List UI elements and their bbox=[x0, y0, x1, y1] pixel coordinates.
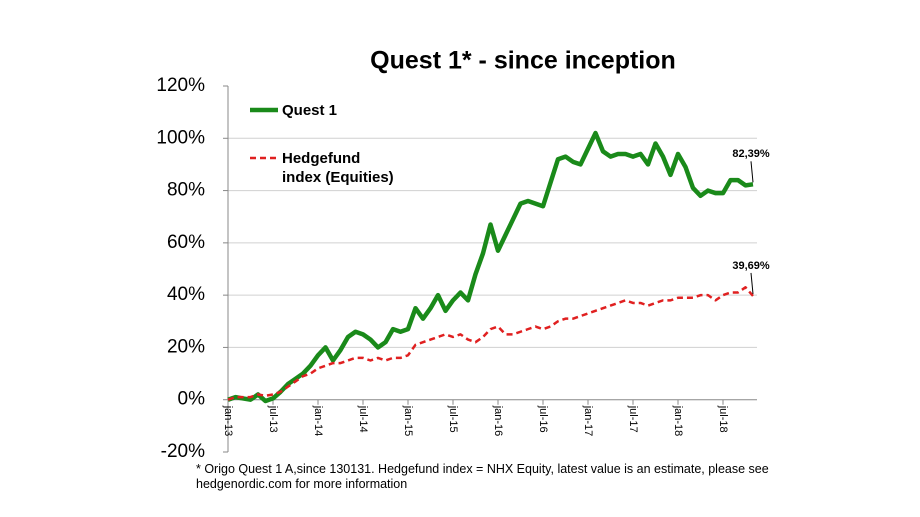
x-tick-label: jan-13 bbox=[222, 405, 234, 437]
data-label: 39,69% bbox=[732, 260, 770, 272]
x-tick-label: jan-14 bbox=[312, 405, 324, 437]
y-tick-label: -20% bbox=[161, 441, 205, 462]
x-tick-label: jul-18 bbox=[717, 405, 729, 433]
x-tick-label: jan-18 bbox=[672, 405, 684, 437]
y-tick-label: 60% bbox=[167, 232, 205, 253]
series-line bbox=[227, 130, 754, 404]
x-tick-label: jul-16 bbox=[537, 405, 549, 433]
x-tick-label: jul-17 bbox=[627, 405, 639, 433]
chart-title: Quest 1* - since inception bbox=[370, 47, 676, 75]
x-tick-label: jan-16 bbox=[492, 405, 504, 437]
data-label: 82,39% bbox=[732, 148, 770, 160]
y-tick-label: 20% bbox=[167, 336, 205, 357]
x-tick-label: jul-14 bbox=[357, 405, 369, 433]
x-tick-label: jul-13 bbox=[267, 405, 279, 433]
x-tick-label: jul-15 bbox=[447, 405, 459, 433]
x-tick-label: jan-15 bbox=[402, 405, 414, 437]
y-tick-label: 80% bbox=[167, 180, 205, 201]
label-leader bbox=[750, 161, 754, 183]
y-tick-label: 40% bbox=[167, 284, 205, 305]
label-leader bbox=[750, 272, 754, 295]
y-tick-label: 100% bbox=[156, 127, 205, 148]
series-line bbox=[227, 286, 754, 401]
x-tick-label: jan-17 bbox=[582, 405, 594, 437]
y-tick-label: 0% bbox=[178, 389, 206, 410]
y-tick-label: 120% bbox=[156, 75, 205, 96]
footnote: * Origo Quest 1 A,since 130131. Hedgefun… bbox=[196, 462, 769, 491]
legend-label: Quest 1 bbox=[282, 102, 338, 119]
legend-label: Hedgefund index (Equities) bbox=[282, 150, 394, 186]
